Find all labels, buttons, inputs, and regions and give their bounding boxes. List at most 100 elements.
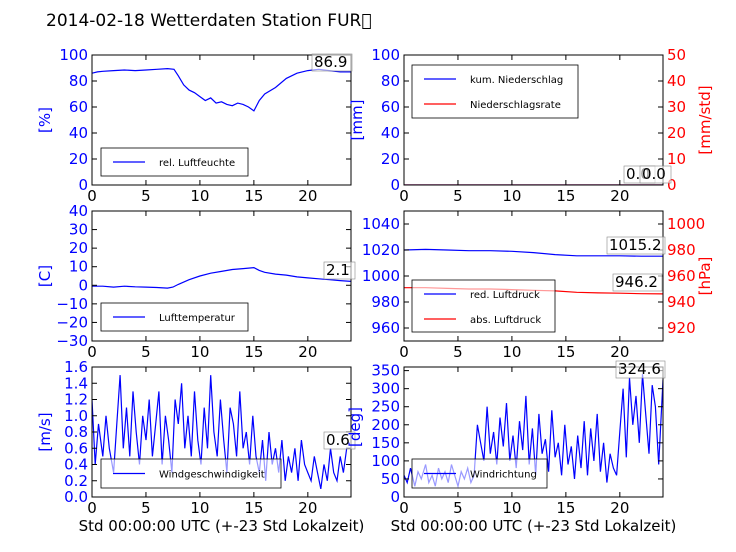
y-tick-label: −30 bbox=[56, 332, 88, 350]
x-tick-label: 10 bbox=[190, 499, 209, 517]
x-axis-label: Std 00:00:00 UTC (+-23 Std Lokalzeit) bbox=[79, 517, 365, 535]
y-tick-label: 0 bbox=[78, 276, 88, 294]
y-tick-label: 0 bbox=[390, 176, 400, 194]
y2-tick-label: 40 bbox=[667, 72, 686, 90]
x-tick-label: 0 bbox=[399, 499, 409, 517]
y2-tick-label: 30 bbox=[667, 98, 686, 116]
annotation-label: 946.2 bbox=[615, 273, 658, 291]
x-tick-label: 15 bbox=[556, 499, 575, 517]
axes-frame bbox=[403, 366, 664, 498]
x-tick-label: 20 bbox=[298, 499, 317, 517]
legend-label: rel. Luftfeuchte bbox=[159, 158, 235, 169]
y-tick-label: 0.4 bbox=[64, 456, 88, 474]
y2-tick-label: 50 bbox=[667, 46, 686, 64]
annotation-label: 1015.2 bbox=[609, 236, 662, 254]
y2-tick-label: 980 bbox=[667, 241, 696, 259]
legend-label: Niederschlagsrate bbox=[470, 100, 561, 111]
figure-title: 2014-02-18 Wetterdaten Station FUR  bbox=[46, 11, 372, 31]
panel-1: 0 5 10 15 20 0 20 40 60 80 100 [%] rel. Luftfeuchte 8… bbox=[36, 46, 353, 205]
x-axis-label: Std 00:00:00 UTC (+-23 Std Lokalzeit) bbox=[391, 517, 677, 535]
y-tick-label: 1020 bbox=[362, 241, 400, 259]
y-tick-label: 40 bbox=[69, 124, 88, 142]
y-axis-label: [C] bbox=[36, 265, 54, 287]
y2-tick-label: 20 bbox=[667, 124, 686, 142]
x-tick-label: 15 bbox=[556, 187, 575, 205]
y-tick-label: 1.6 bbox=[64, 358, 88, 376]
x-tick-label: 20 bbox=[610, 187, 629, 205]
series-line-1 bbox=[92, 67, 351, 112]
x-tick-label: 0 bbox=[87, 499, 97, 517]
series-line-1 bbox=[404, 248, 663, 257]
y-tick-label: 100 bbox=[59, 46, 88, 64]
x-tick-label: 5 bbox=[141, 187, 151, 205]
axes-frame bbox=[403, 54, 664, 186]
x-tick-label: 0 bbox=[399, 343, 409, 361]
y-tick-label: 960 bbox=[371, 319, 400, 337]
y-tick-label: 60 bbox=[381, 98, 400, 116]
annotation-label: 2.1 bbox=[326, 261, 350, 279]
y-tick-label: 0.8 bbox=[64, 423, 88, 441]
annotation-box bbox=[612, 273, 663, 292]
y-tick-label: 80 bbox=[381, 72, 400, 90]
x-tick-label: 15 bbox=[244, 343, 263, 361]
y-tick-label: 200 bbox=[371, 416, 400, 434]
legend-label: Windgeschwindigkeit bbox=[159, 470, 265, 481]
y-tick-label: 150 bbox=[371, 434, 400, 452]
annotation-box bbox=[311, 53, 353, 72]
y-tick-label: 50 bbox=[381, 470, 400, 488]
x-tick-label: 5 bbox=[453, 343, 463, 361]
y2-tick-label: 940 bbox=[667, 293, 696, 311]
y2-axis-label: [mm/std] bbox=[696, 85, 714, 154]
y-tick-label: 1000 bbox=[362, 267, 400, 285]
annotation-box bbox=[323, 261, 356, 280]
y-tick-label: 0.0 bbox=[64, 488, 88, 506]
x-tick-label: 0 bbox=[87, 343, 97, 361]
x-tick-label: 15 bbox=[556, 343, 575, 361]
y-tick-label: 20 bbox=[381, 150, 400, 168]
y-tick-label: 350 bbox=[371, 362, 400, 380]
y-tick-label: 980 bbox=[371, 293, 400, 311]
y2-tick-label: 1000 bbox=[667, 215, 705, 233]
y-tick-label: 0.2 bbox=[64, 472, 88, 490]
x-tick-label: 10 bbox=[502, 343, 521, 361]
x-tick-label: 5 bbox=[141, 499, 151, 517]
y-tick-label: 100 bbox=[371, 452, 400, 470]
x-tick-label: 20 bbox=[610, 343, 629, 361]
x-tick-label: 5 bbox=[453, 499, 463, 517]
y-tick-label: 0.6 bbox=[64, 439, 88, 457]
y2-tick-label: 920 bbox=[667, 319, 696, 337]
x-tick-label: 10 bbox=[502, 187, 521, 205]
y-tick-label: 20 bbox=[69, 150, 88, 168]
y-axis-label: [deg] bbox=[346, 407, 364, 447]
x-tick-label: 20 bbox=[610, 499, 629, 517]
y-tick-label: 250 bbox=[371, 398, 400, 416]
x-tick-label: 15 bbox=[244, 187, 263, 205]
legend-label: Lufttemperatur bbox=[159, 313, 236, 324]
y-tick-label: 1.0 bbox=[64, 407, 88, 425]
y-tick-label: 0 bbox=[78, 176, 88, 194]
y2-tick-label: 960 bbox=[667, 267, 696, 285]
y-tick-label: 60 bbox=[69, 98, 88, 116]
axes-frame bbox=[91, 54, 352, 186]
x-tick-label: 10 bbox=[502, 499, 521, 517]
annotation-label: 0.6 bbox=[326, 431, 350, 449]
y-tick-label: 20 bbox=[69, 239, 88, 257]
annotation-label: 86.9 bbox=[314, 53, 347, 71]
panel-2: 0 5 10 15 20 0 20 40 60 80 100 0 10 20 30 40 50 [mm] [mm/s… bbox=[348, 46, 714, 205]
y-tick-label: 10 bbox=[69, 258, 88, 276]
x-tick-label: 15 bbox=[244, 499, 263, 517]
y-tick-label: 40 bbox=[69, 202, 88, 220]
y-tick-label: 0 bbox=[390, 488, 400, 506]
series-line-1 bbox=[92, 266, 351, 289]
y2-tick-label: 0 bbox=[667, 176, 677, 194]
panel-3: 0 5 10 15 20−30−20−10010203040[C]Lufttempera… bbox=[36, 202, 356, 361]
y-tick-label: −10 bbox=[56, 295, 88, 313]
y2-axis-label: [hPa] bbox=[696, 257, 714, 296]
y-tick-label: 1.4 bbox=[64, 374, 88, 392]
y-tick-label: 300 bbox=[371, 380, 400, 398]
annotation-box bbox=[323, 431, 356, 450]
